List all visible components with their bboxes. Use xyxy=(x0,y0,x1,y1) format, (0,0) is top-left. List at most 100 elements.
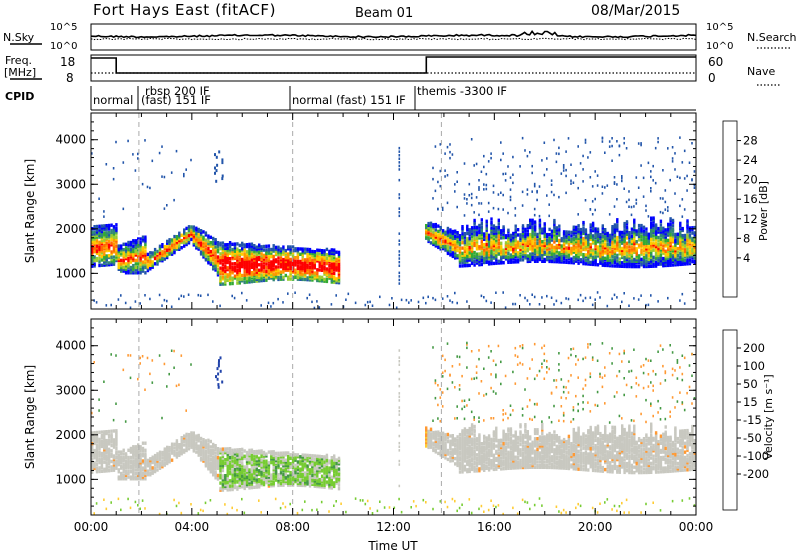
data-cell xyxy=(207,454,210,459)
data-cell xyxy=(98,443,101,447)
data-cell xyxy=(579,229,583,233)
data-cell xyxy=(224,449,227,453)
data-cell xyxy=(645,261,648,265)
data-cell xyxy=(478,188,480,191)
data-cell xyxy=(91,250,94,254)
data-cell xyxy=(100,453,104,457)
data-cell xyxy=(451,254,454,259)
data-cell xyxy=(398,278,401,282)
nsky-tick-bottom: 10^0 xyxy=(50,41,77,52)
data-cell xyxy=(262,248,266,252)
data-cell xyxy=(282,458,285,462)
data-cell xyxy=(444,239,447,243)
data-cell xyxy=(204,442,208,447)
data-cell xyxy=(490,240,493,244)
data-cell xyxy=(441,239,445,244)
data-cell xyxy=(546,240,549,244)
data-cell xyxy=(282,252,285,256)
data-cell xyxy=(650,237,653,242)
data-cell xyxy=(325,279,329,284)
data-cell xyxy=(219,458,222,462)
data-cell xyxy=(570,257,573,261)
data-cell xyxy=(215,155,218,159)
data-cell xyxy=(117,246,120,250)
data-cell xyxy=(623,234,626,238)
data-cell xyxy=(628,198,630,202)
data-cell xyxy=(500,254,503,258)
data-cell xyxy=(137,504,139,507)
data-cell xyxy=(115,244,118,248)
data-cell xyxy=(267,462,271,467)
data-cell xyxy=(224,269,227,274)
data-cell xyxy=(149,467,152,472)
data-cell xyxy=(115,452,118,456)
data-cell xyxy=(221,461,225,466)
data-cell xyxy=(495,225,498,230)
data-cell xyxy=(272,464,275,468)
data-cell xyxy=(596,231,600,235)
data-cell xyxy=(221,241,225,245)
data-cell xyxy=(470,229,474,234)
data-cell xyxy=(630,259,634,263)
data-cell xyxy=(654,237,658,242)
data-cell xyxy=(473,164,475,167)
data-cell xyxy=(207,451,210,455)
data-cell xyxy=(95,450,99,454)
data-cell xyxy=(497,245,500,249)
data-cell xyxy=(299,270,302,274)
data-cell xyxy=(616,223,619,227)
data-cell xyxy=(202,235,205,239)
data-cell xyxy=(475,236,479,240)
data-cell xyxy=(287,268,290,272)
data-cell xyxy=(664,238,667,243)
data-cell xyxy=(258,263,261,267)
data-cell xyxy=(667,253,670,257)
data-cell xyxy=(538,254,542,258)
data-cell xyxy=(202,509,204,513)
data-cell xyxy=(667,229,670,234)
data-cell xyxy=(587,239,590,243)
data-cell xyxy=(151,265,154,269)
data-cell xyxy=(613,234,617,238)
data-cell xyxy=(214,261,217,265)
data-cell xyxy=(538,222,542,226)
data-cell xyxy=(207,465,210,469)
data-cell xyxy=(209,466,212,470)
data-cell xyxy=(255,270,258,274)
data-cell xyxy=(514,229,517,234)
data-cell xyxy=(461,260,464,264)
data-cell xyxy=(231,262,234,266)
data-cell xyxy=(335,294,337,297)
data-cell xyxy=(509,176,512,179)
data-cell xyxy=(243,261,246,265)
data-cell xyxy=(679,262,682,267)
data-cell xyxy=(553,256,556,260)
data-cell xyxy=(645,241,648,245)
data-cell xyxy=(567,246,571,250)
data-cell xyxy=(124,454,128,458)
data-cell xyxy=(456,239,459,244)
data-cell xyxy=(243,248,246,252)
data-cell xyxy=(270,450,273,454)
data-cell xyxy=(584,246,588,250)
data-cell xyxy=(260,477,263,482)
data-cell xyxy=(199,449,203,453)
data-cell xyxy=(294,268,297,272)
data-cell xyxy=(514,245,517,250)
data-cell xyxy=(596,248,600,253)
data-cell xyxy=(664,237,667,241)
data-cell xyxy=(335,280,338,285)
data-cell xyxy=(241,474,244,478)
data-cell xyxy=(93,248,96,252)
data-cell xyxy=(204,243,208,248)
data-cell xyxy=(224,461,227,465)
data-cell xyxy=(456,180,458,183)
data-cell xyxy=(216,461,220,465)
data-cell xyxy=(110,250,113,254)
data-cell xyxy=(197,243,200,248)
data-cell xyxy=(512,249,515,253)
data-cell xyxy=(516,251,520,255)
data-cell xyxy=(250,455,254,459)
data-cell xyxy=(640,259,643,263)
data-cell xyxy=(635,252,638,256)
